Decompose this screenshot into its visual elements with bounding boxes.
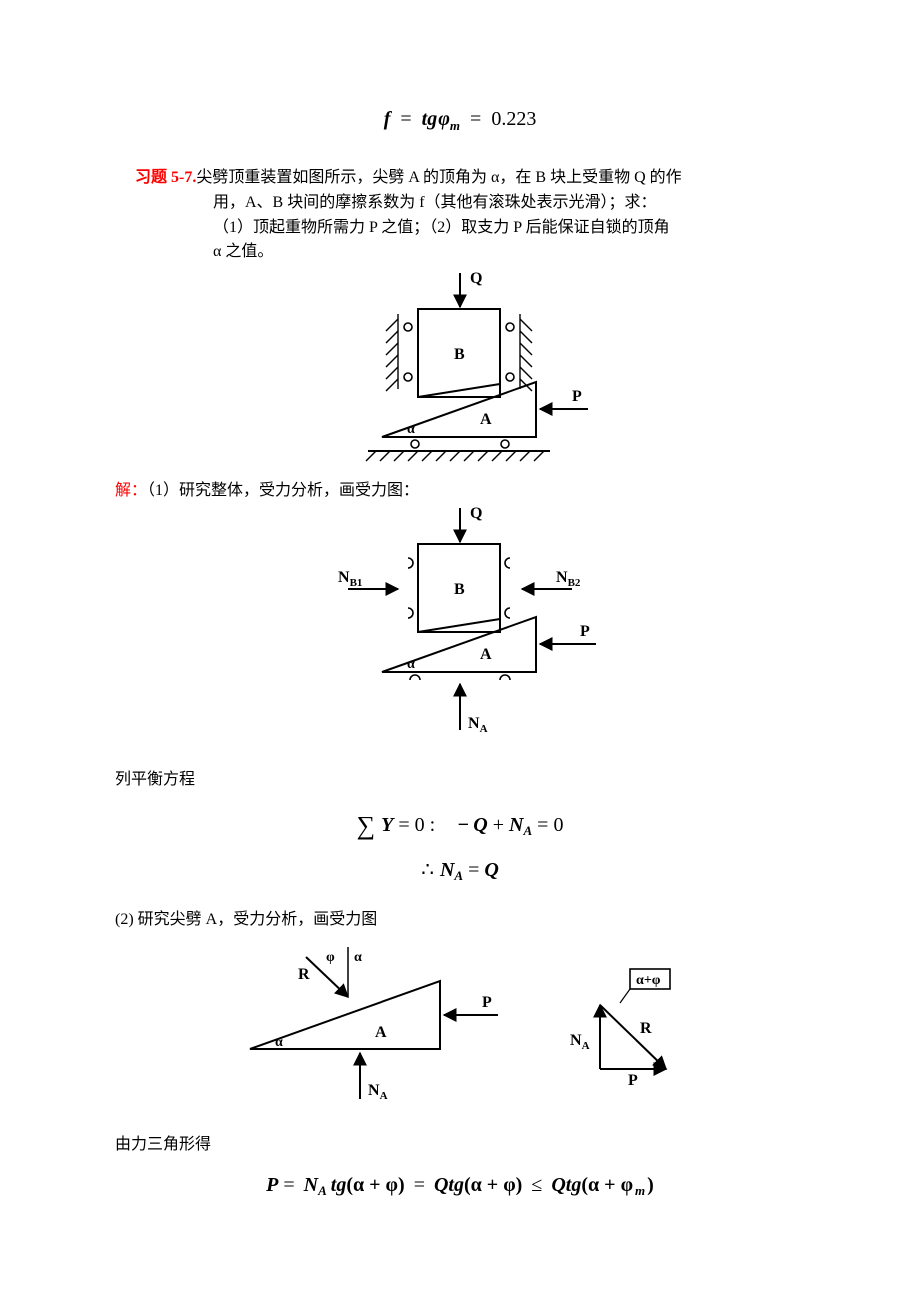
solution-intro: 解：（1）研究整体，受力分析，画受力图：: [115, 476, 805, 500]
fig3-box-label: α+φ: [636, 973, 661, 988]
fig2-label-NB2: NB2: [556, 569, 581, 589]
para-equilibrium: 列平衡方程: [115, 765, 805, 789]
fig1-label-alpha: α: [407, 422, 415, 437]
figure-1: Q B A α P: [115, 269, 805, 474]
fig3-label-alpha: α: [275, 1035, 283, 1050]
fig1-label-P: P: [572, 388, 582, 405]
fig2-label-NB1: NB1: [338, 569, 362, 589]
problem-line1: 尖劈顶重装置如图所示，尖劈 A 的顶角为 α，在 B 块上受重物 Q 的作: [196, 169, 681, 186]
top-equation: f = tgφm = 0.223: [115, 108, 805, 134]
fig2-label-P: P: [580, 623, 590, 640]
eq-f: f: [384, 108, 391, 130]
solution-label: 解：: [115, 482, 147, 499]
fig3-label-NA: NA: [368, 1082, 388, 1102]
eq-sub-m: m: [450, 118, 460, 133]
fig2-label-A: A: [480, 646, 492, 663]
fig3-label-R: R: [298, 966, 310, 983]
figure-3: A α φ α R P NA α+φ NA R P: [115, 939, 805, 1114]
para-step2: (2) 研究尖劈 A，受力分析，画受力图: [115, 905, 805, 929]
problem-statement: 习题 5-7.尖劈顶重装置如图所示，尖劈 A 的顶角为 α，在 B 块上受重物 …: [135, 166, 805, 265]
eq-tg: tg: [422, 108, 438, 130]
problem-line4: α 之值。: [135, 240, 805, 265]
fig3-label-P: P: [482, 994, 492, 1011]
problem-line3: （1）顶起重物所需力 P 之值；（2）取支力 P 后能保证自锁的顶角: [135, 216, 805, 241]
fig2-label-B: B: [454, 581, 465, 598]
eq-val: 0.223: [491, 108, 536, 130]
eq-block-2: P= NA tg(α + φ) = Qtg(α + φ) ≤ Qtg(α + φ…: [115, 1166, 805, 1204]
fig3-tri-R: R: [640, 1020, 652, 1037]
fig3-label-phi: φ: [326, 950, 335, 965]
fig1-label-Q: Q: [470, 270, 482, 287]
fig3-label-A: A: [375, 1024, 387, 1041]
problem-line2: 用，A、B 块间的摩擦系数为 f（其他有滚珠处表示光滑）；求：: [135, 191, 805, 216]
fig3-label-alpha2: α: [354, 950, 362, 965]
fig3-tri-NA: NA: [570, 1032, 590, 1052]
para-triangle: 由力三角形得: [115, 1130, 805, 1154]
problem-label: 习题 5-7.: [135, 169, 196, 186]
figure-2: Q NB1 NB2 B A α P NA: [115, 504, 805, 749]
fig2-label-alpha: α: [407, 657, 415, 672]
eq-block-1: ∑Y = 0 : − Q+NA=0 ∴NA=Q: [115, 801, 805, 888]
fig2-label-Q: Q: [470, 505, 482, 522]
fig1-label-A: A: [480, 411, 492, 428]
fig1-label-B: B: [454, 346, 465, 363]
eq1-sum: ∑: [357, 801, 382, 850]
eq1-therefore: ∴: [421, 859, 440, 881]
fig3-tri-P: P: [628, 1072, 638, 1089]
solution-intro-text: （1）研究整体，受力分析，画受力图：: [147, 482, 419, 499]
fig2-label-NA: NA: [468, 715, 488, 735]
